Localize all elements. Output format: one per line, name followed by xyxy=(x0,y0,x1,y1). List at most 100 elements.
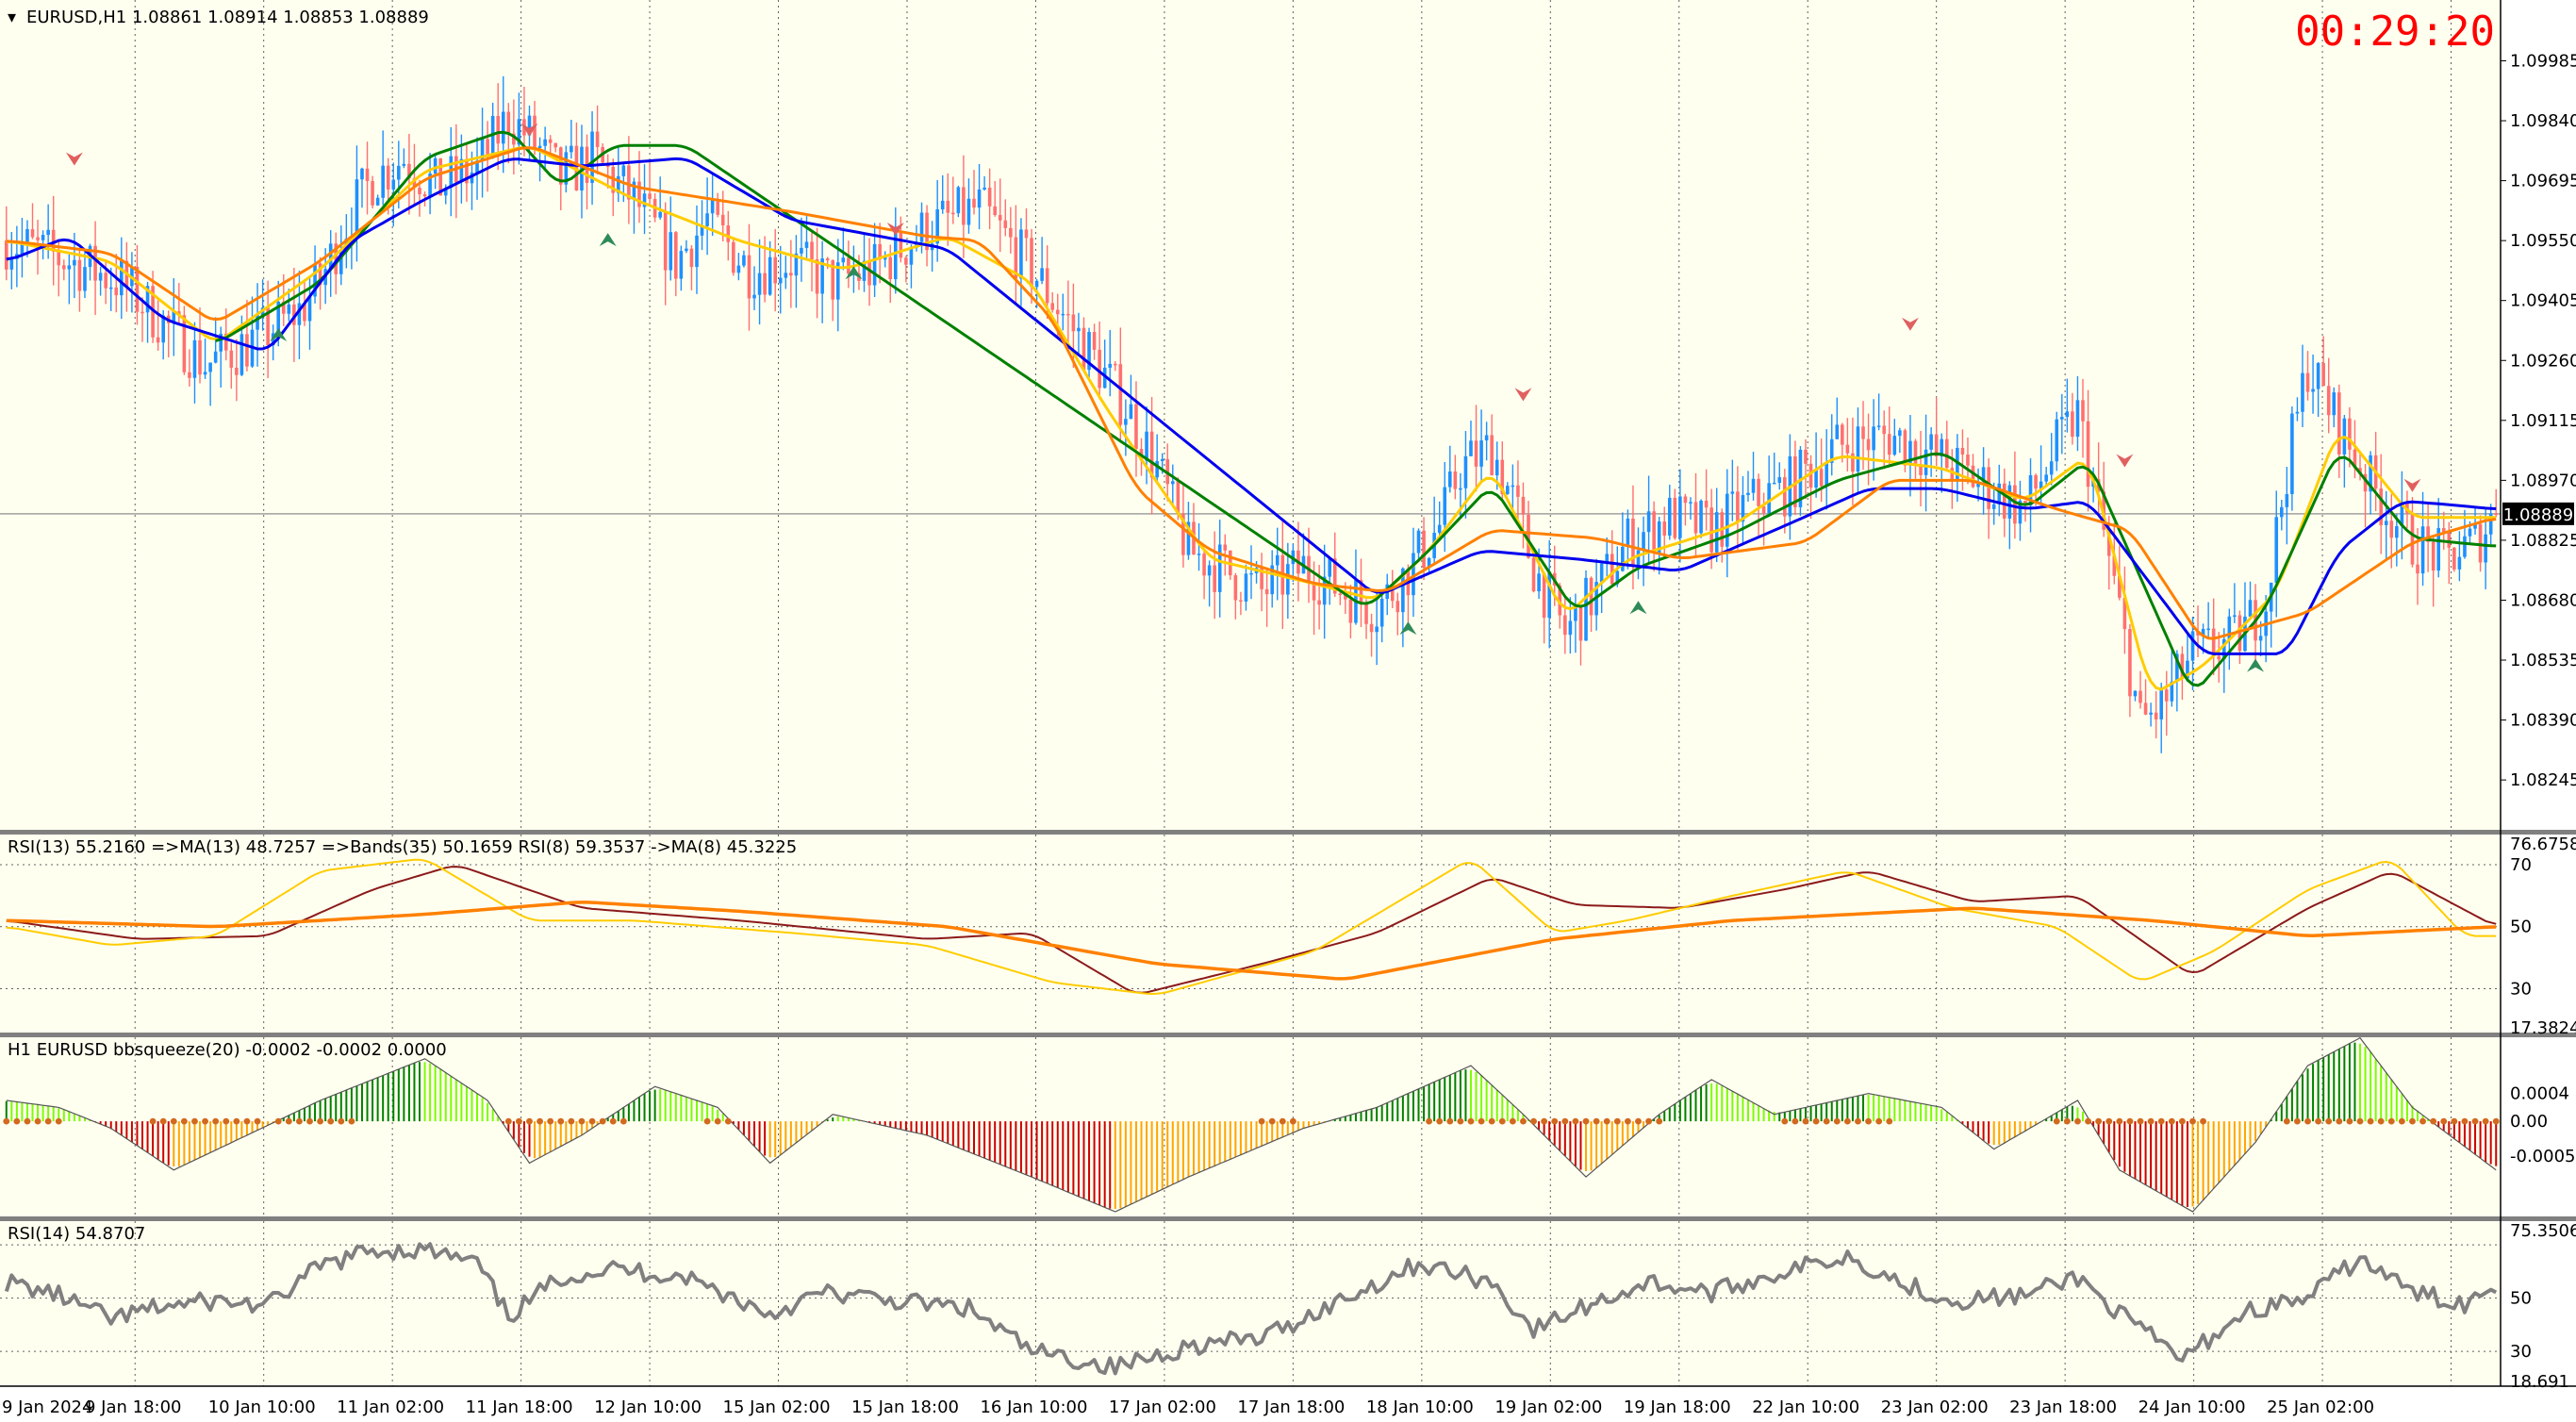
candle-bearish xyxy=(993,206,997,216)
squeeze-dot xyxy=(2304,1117,2311,1125)
candle-bearish xyxy=(1332,558,1337,594)
symbol-caret-icon[interactable]: ▾ xyxy=(8,8,16,27)
candle-bearish xyxy=(1369,623,1374,633)
candle-bearish xyxy=(674,232,678,279)
squeeze-dot xyxy=(1572,1117,1579,1125)
price-pane[interactable] xyxy=(0,0,2501,830)
candle-bullish xyxy=(632,181,636,200)
candle-bullish xyxy=(480,139,485,161)
candle-bearish xyxy=(1014,237,1018,279)
squeeze-dot xyxy=(1426,1117,1433,1125)
candle-bearish xyxy=(77,259,82,291)
candle-bearish xyxy=(925,212,929,251)
candle-bullish xyxy=(1155,460,1159,478)
squeeze-dot xyxy=(1289,1117,1296,1125)
candle-bullish xyxy=(705,213,709,226)
candle-bearish xyxy=(2211,628,2216,656)
squeeze-dot xyxy=(724,1117,732,1125)
candle-bullish xyxy=(1537,573,1541,592)
rsi13-line xyxy=(6,901,2497,981)
candle-bearish xyxy=(1009,227,1013,238)
squeeze-dot xyxy=(1603,1117,1610,1125)
pane-separator[interactable] xyxy=(0,1216,2576,1221)
candle-bearish xyxy=(496,115,501,144)
candle-bullish xyxy=(239,334,244,375)
candle-bullish xyxy=(915,241,918,248)
candle-bullish xyxy=(642,193,647,207)
candle-bullish xyxy=(2233,615,2237,617)
candle-bullish xyxy=(935,209,939,244)
candle-bullish xyxy=(1124,419,1128,425)
squeeze-dot xyxy=(1593,1117,1600,1125)
candle-bullish xyxy=(1511,485,1515,488)
squeeze-dot xyxy=(2189,1117,2196,1125)
candle-bullish xyxy=(1940,438,1944,457)
candle-bearish xyxy=(2138,690,2142,703)
squeeze-dot xyxy=(338,1117,345,1125)
candle-bearish xyxy=(2237,615,2242,652)
candle-bullish xyxy=(98,273,103,281)
candle-bearish xyxy=(104,273,107,289)
candle-bearish xyxy=(1003,220,1008,228)
candle-bearish xyxy=(2447,532,2452,548)
candle-bullish xyxy=(1584,577,1588,641)
candle-bullish xyxy=(752,294,756,299)
candle-bullish xyxy=(2186,660,2189,679)
candle-bearish xyxy=(1819,469,1824,487)
candle-bearish xyxy=(422,194,427,197)
squeeze-dot xyxy=(1843,1117,1851,1125)
squeeze-dot xyxy=(1812,1117,1820,1125)
candle-bearish xyxy=(815,259,819,294)
time-axis-label: 23 Jan 18:00 xyxy=(2009,1397,2117,1417)
squeeze-dot xyxy=(557,1117,565,1125)
pane-separator[interactable] xyxy=(0,1033,2576,1037)
candle-bullish xyxy=(1741,495,1745,522)
candle-bearish xyxy=(946,200,950,213)
candle-bullish xyxy=(2028,474,2033,506)
candle-bearish xyxy=(773,256,778,284)
candle-bearish xyxy=(2180,653,2185,679)
candle-bullish xyxy=(73,259,76,266)
candle-bearish xyxy=(1030,238,1033,288)
candle-bullish xyxy=(919,212,924,242)
pane-separator[interactable] xyxy=(0,830,2576,835)
candle-bullish xyxy=(1929,434,1933,450)
candle-bearish xyxy=(223,333,228,351)
candle-bearish xyxy=(1851,453,1855,472)
candle-bullish xyxy=(2457,556,2462,570)
candle-bearish xyxy=(506,111,511,134)
bbsqueeze-histogram xyxy=(3,1036,2500,1213)
candle-bearish xyxy=(1966,455,1970,466)
candle-bearish xyxy=(810,241,814,260)
rsi14-pane[interactable] xyxy=(0,1221,2501,1386)
indicator-tick-label: 70 xyxy=(2510,855,2532,875)
candle-bullish xyxy=(2285,493,2289,507)
candle-bullish xyxy=(1746,492,1750,496)
squeeze-dot xyxy=(1613,1117,1621,1125)
candle-bearish xyxy=(2034,474,2038,489)
candle-bearish xyxy=(627,165,631,200)
candle-bullish xyxy=(1061,313,1065,316)
candle-bearish xyxy=(1395,601,1400,613)
axes-labels: 1.09985 1.09840 1.09695 1.09550 1.09405 1.092… xyxy=(2,51,2576,1417)
candle-bullish xyxy=(1678,496,1682,538)
candle-bullish xyxy=(307,296,312,322)
candle-bearish xyxy=(1563,615,1567,636)
squeeze-dot xyxy=(13,1117,21,1125)
candle-bearish xyxy=(637,181,641,207)
candle-bullish xyxy=(443,188,448,196)
candle-bearish xyxy=(1971,465,1975,488)
squeeze-dot xyxy=(2147,1117,2155,1125)
squeeze-dot xyxy=(1488,1117,1495,1125)
candle-bearish xyxy=(198,339,202,375)
squeeze-dot xyxy=(599,1117,606,1125)
candle-bearish xyxy=(1578,606,1583,641)
price-tick-label: 1.09550 xyxy=(2510,231,2576,251)
squeeze-dot xyxy=(619,1117,627,1125)
price-tick-label: 1.08825 xyxy=(2510,531,2576,551)
rsi13-pane[interactable] xyxy=(0,835,2501,1033)
candle-bearish xyxy=(1704,500,1709,508)
candle-bearish xyxy=(1359,580,1363,604)
candle-bullish xyxy=(1657,521,1661,554)
candle-bearish xyxy=(1531,557,1536,592)
